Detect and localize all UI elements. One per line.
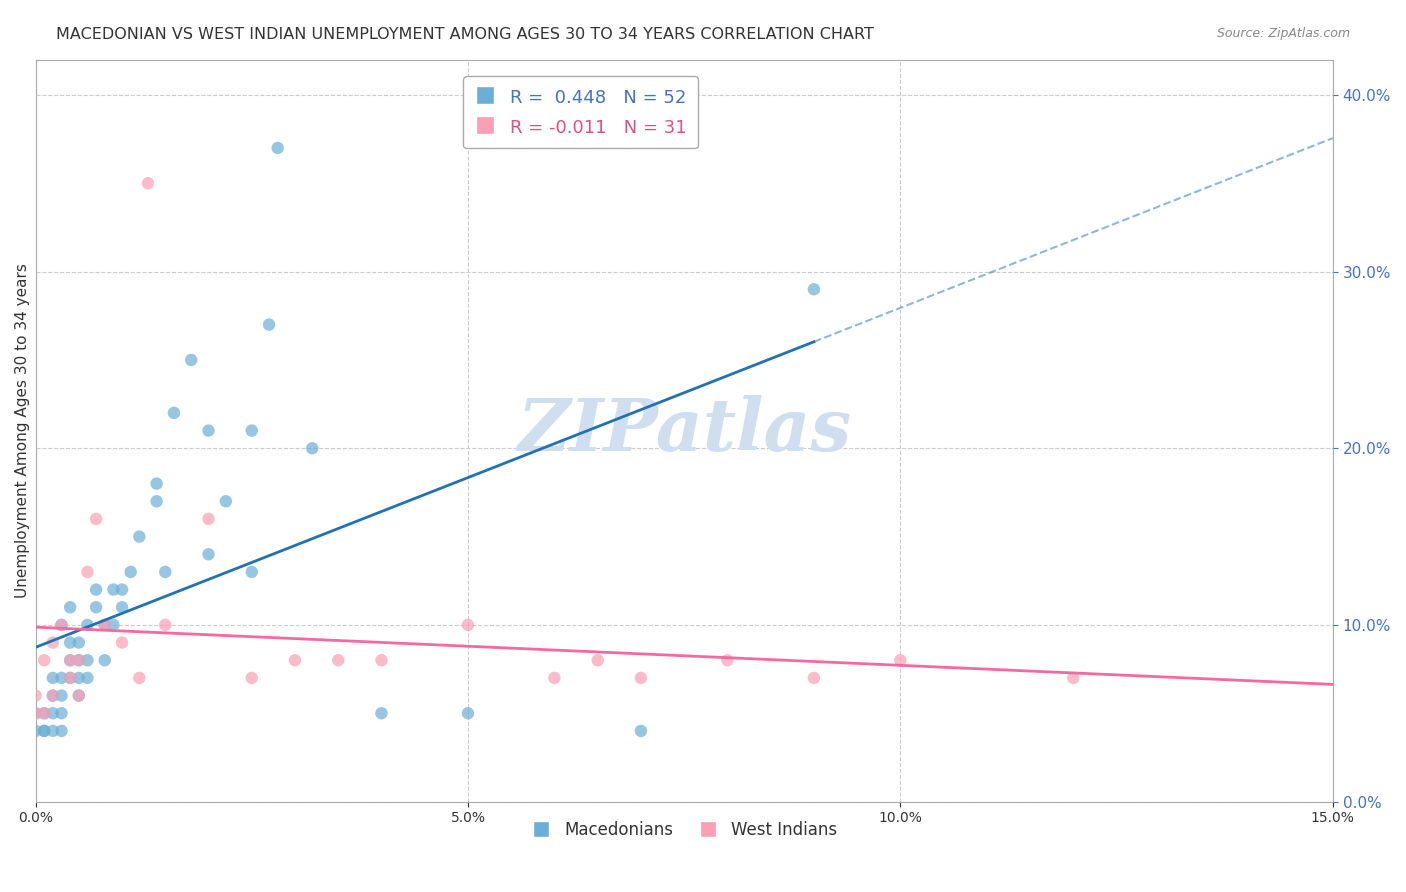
Point xyxy=(59,635,82,649)
Point xyxy=(24,706,46,721)
Point xyxy=(197,547,219,561)
Point xyxy=(163,406,186,420)
Point xyxy=(51,618,73,632)
Point xyxy=(111,635,134,649)
Point xyxy=(51,689,73,703)
Point xyxy=(42,723,65,738)
Point xyxy=(59,671,82,685)
Point xyxy=(32,706,55,721)
Point xyxy=(240,424,263,438)
Point xyxy=(84,512,107,526)
Point xyxy=(93,618,115,632)
Point xyxy=(76,565,98,579)
Point xyxy=(42,671,65,685)
Point xyxy=(630,671,652,685)
Point xyxy=(889,653,911,667)
Point xyxy=(103,582,125,597)
Point xyxy=(630,723,652,738)
Point xyxy=(32,653,55,667)
Point xyxy=(155,618,177,632)
Point xyxy=(76,653,98,667)
Point xyxy=(51,618,73,632)
Point xyxy=(51,723,73,738)
Text: Source: ZipAtlas.com: Source: ZipAtlas.com xyxy=(1216,27,1350,40)
Point xyxy=(76,618,98,632)
Point xyxy=(32,723,55,738)
Point xyxy=(42,635,65,649)
Point xyxy=(67,653,90,667)
Point xyxy=(128,530,150,544)
Point xyxy=(586,653,609,667)
Point xyxy=(267,141,290,155)
Point xyxy=(42,706,65,721)
Point xyxy=(42,689,65,703)
Point xyxy=(93,618,115,632)
Point xyxy=(197,512,219,526)
Point xyxy=(1062,671,1084,685)
Point xyxy=(84,600,107,615)
Point xyxy=(84,582,107,597)
Point xyxy=(136,176,159,190)
Point xyxy=(93,653,115,667)
Point xyxy=(59,653,82,667)
Point xyxy=(120,565,142,579)
Point xyxy=(67,635,90,649)
Point xyxy=(215,494,238,508)
Text: ZIPatlas: ZIPatlas xyxy=(517,395,851,467)
Text: MACEDONIAN VS WEST INDIAN UNEMPLOYMENT AMONG AGES 30 TO 34 YEARS CORRELATION CHA: MACEDONIAN VS WEST INDIAN UNEMPLOYMENT A… xyxy=(56,27,875,42)
Point xyxy=(67,653,90,667)
Legend: Macedonians, West Indians: Macedonians, West Indians xyxy=(524,814,844,846)
Point xyxy=(543,671,565,685)
Point xyxy=(240,671,263,685)
Point xyxy=(145,494,167,508)
Point xyxy=(67,689,90,703)
Point xyxy=(32,706,55,721)
Point xyxy=(24,689,46,703)
Point xyxy=(803,282,825,296)
Point xyxy=(145,476,167,491)
Point xyxy=(328,653,350,667)
Point xyxy=(51,671,73,685)
Point xyxy=(301,442,323,456)
Point xyxy=(111,582,134,597)
Point xyxy=(32,723,55,738)
Point xyxy=(370,706,392,721)
Point xyxy=(24,706,46,721)
Point xyxy=(42,689,65,703)
Point xyxy=(67,671,90,685)
Point xyxy=(51,706,73,721)
Y-axis label: Unemployment Among Ages 30 to 34 years: Unemployment Among Ages 30 to 34 years xyxy=(15,263,30,598)
Point xyxy=(59,600,82,615)
Point xyxy=(59,653,82,667)
Point xyxy=(76,671,98,685)
Point xyxy=(457,706,479,721)
Point xyxy=(103,618,125,632)
Point xyxy=(457,618,479,632)
Point xyxy=(370,653,392,667)
Point xyxy=(803,671,825,685)
Point xyxy=(111,600,134,615)
Point xyxy=(67,689,90,703)
Point xyxy=(240,565,263,579)
Point xyxy=(128,671,150,685)
Point xyxy=(284,653,307,667)
Point xyxy=(59,671,82,685)
Point xyxy=(180,353,202,368)
Point xyxy=(716,653,738,667)
Point xyxy=(155,565,177,579)
Point xyxy=(257,318,280,332)
Point xyxy=(197,424,219,438)
Point xyxy=(24,723,46,738)
